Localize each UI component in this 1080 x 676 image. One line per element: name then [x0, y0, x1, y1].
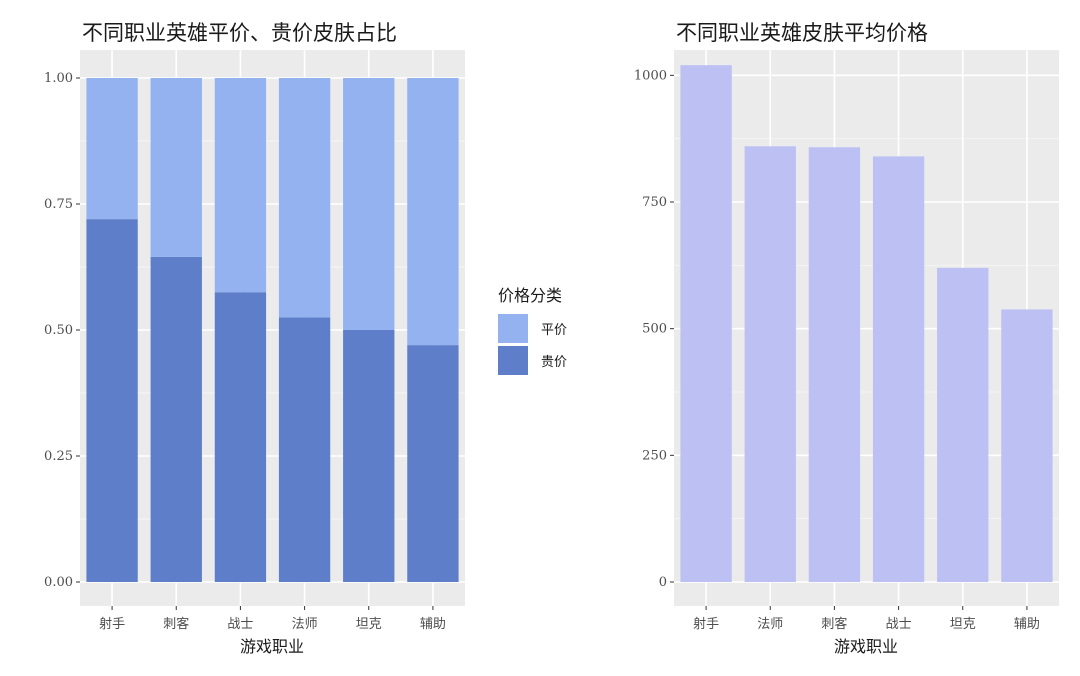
y-tick-label: 750 [642, 195, 667, 210]
y-tick-label: 0 [659, 575, 667, 590]
bar [937, 267, 989, 582]
bar-segment-premium [343, 330, 395, 582]
right-chart-title: 不同职业英雄皮肤平均价格 [676, 21, 928, 45]
bar-segment-premium [214, 292, 267, 582]
x-tick-label: 刺客 [163, 616, 189, 632]
bar-segment-affordable [278, 78, 331, 318]
left-bars [86, 78, 459, 582]
x-tick-label: 法师 [292, 617, 318, 632]
bar-segment-affordable [150, 78, 202, 257]
bar-segment-premium [86, 219, 138, 582]
y-tick-label: 250 [642, 448, 667, 463]
x-tick-label: 坦克 [356, 617, 382, 632]
legend-swatch-affordable [498, 314, 528, 343]
legend-label-premium: 贵价 [541, 355, 567, 370]
legend: 价格分类 平价 贵价 [498, 286, 567, 375]
y-tick-label: 1000 [634, 68, 667, 83]
right-bars [680, 65, 1053, 582]
right-y-axis: 0 250 500 750 1000 [634, 68, 674, 590]
x-tick-label: 射手 [99, 616, 125, 632]
y-tick-label: 500 [642, 322, 667, 337]
bar [872, 156, 925, 582]
bar-segment-premium [150, 256, 202, 582]
left-x-axis: 射手 刺客 战士 法师 坦克 辅助 [99, 606, 446, 632]
y-tick-label: 0.75 [44, 197, 73, 212]
x-tick-label: 战士 [886, 617, 912, 632]
left-plot-panel [80, 50, 465, 606]
x-tick-label: 辅助 [1014, 617, 1040, 632]
y-tick-label: 0.25 [44, 449, 73, 464]
bar [744, 146, 796, 582]
x-tick-label: 辅助 [420, 617, 446, 632]
bar [680, 65, 732, 582]
bar-segment-affordable [407, 78, 459, 346]
x-tick-label: 法师 [757, 617, 783, 632]
bar-segment-affordable [214, 78, 267, 293]
bar [808, 147, 861, 582]
y-tick-label: 0.00 [44, 575, 73, 590]
x-tick-label: 坦克 [950, 617, 976, 632]
bar-segment-premium [278, 317, 331, 582]
y-tick-label: 0.50 [44, 323, 73, 338]
legend-title: 价格分类 [498, 286, 562, 305]
right-x-axis-title: 游戏职业 [834, 637, 898, 656]
x-tick-label: 战士 [227, 617, 253, 632]
y-tick-label: 1.00 [44, 71, 73, 86]
legend-label-affordable: 平价 [541, 323, 567, 338]
x-tick-label: 刺客 [821, 616, 847, 632]
left-y-axis: 0.00 0.25 0.50 0.75 1.00 [44, 71, 80, 590]
left-x-axis-title: 游戏职业 [240, 637, 304, 656]
left-chart-title: 不同职业英雄平价、贵价皮肤占比 [82, 21, 397, 45]
bar-segment-affordable [86, 78, 138, 220]
right-x-axis: 射手 法师 刺客 战士 坦克 辅助 [693, 606, 1040, 632]
bar-segment-affordable [343, 78, 395, 330]
legend-swatch-premium [498, 346, 528, 375]
x-tick-label: 射手 [693, 616, 719, 632]
bar-segment-premium [407, 345, 459, 582]
bar [1001, 309, 1053, 582]
